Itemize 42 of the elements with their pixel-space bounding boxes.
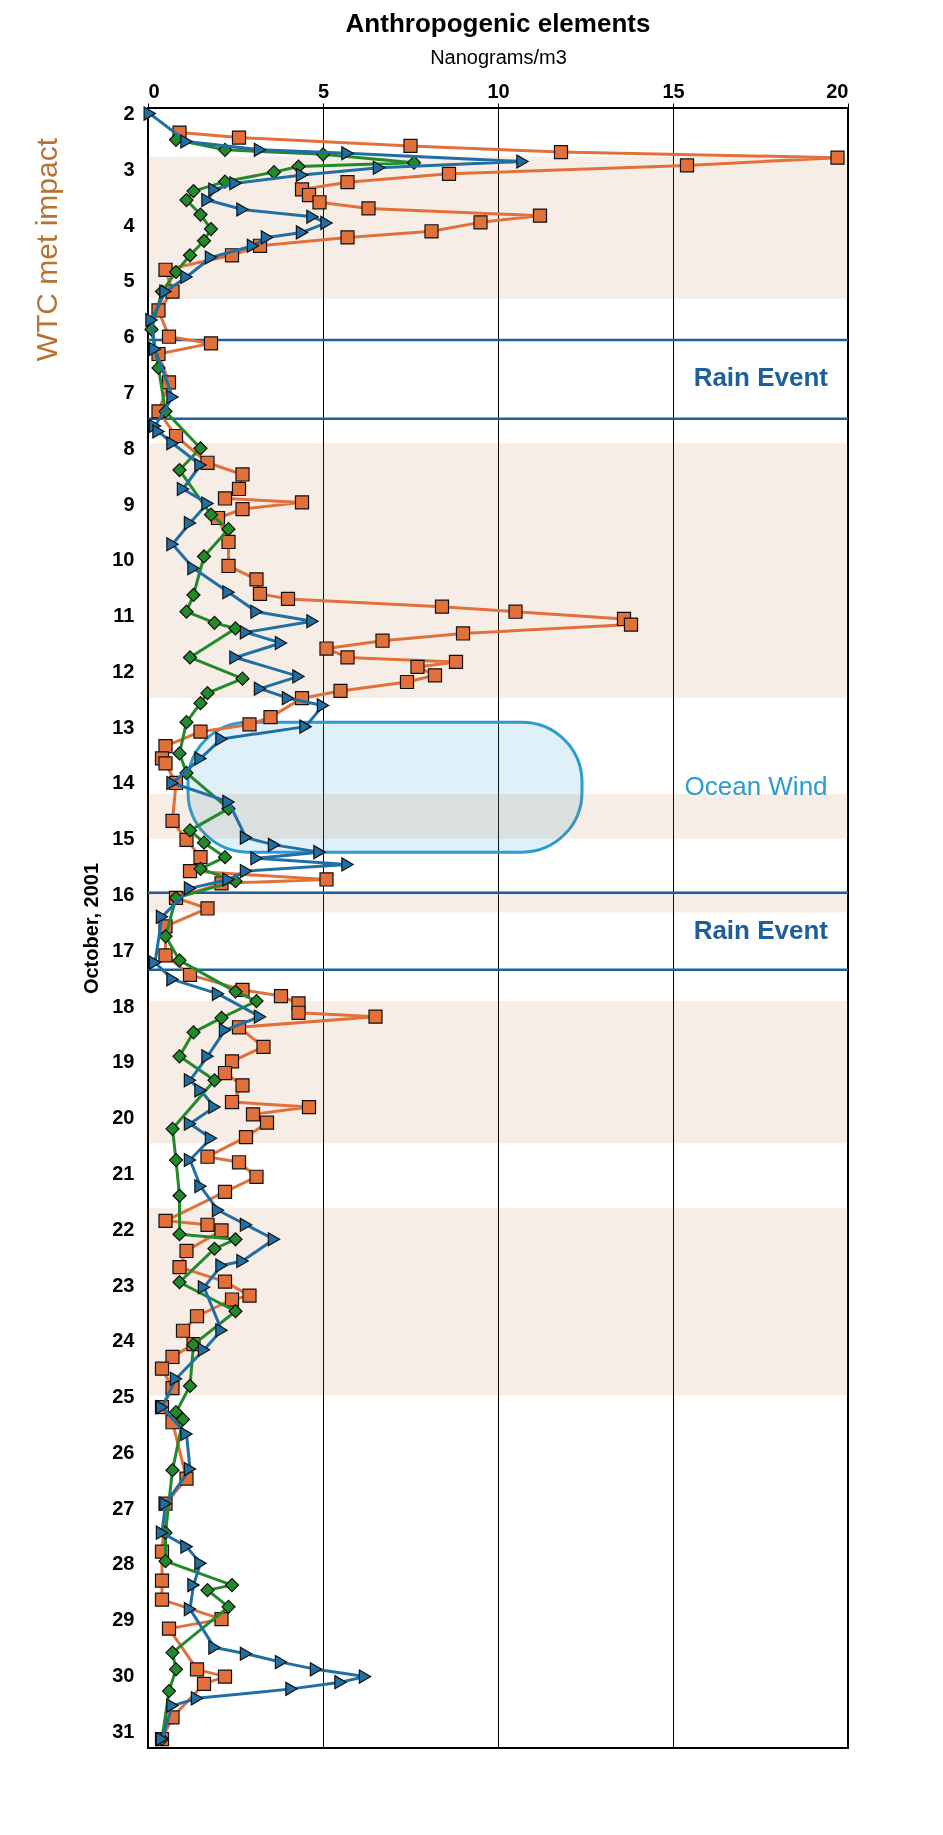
x-tick-label: 0 [148,79,160,102]
y-tick-label: 26 [112,1440,135,1463]
y-tick-label: 17 [112,938,135,961]
text: WTC met impact [30,137,63,362]
ref-line-label: Rain Event [693,914,829,945]
y-tick-label: 27 [112,1496,135,1519]
x-tick-label: 15 [662,79,685,102]
y-tick-label: 16 [112,883,135,906]
x-tick-label: 20 [826,79,849,102]
y-tick-label: 23 [112,1273,135,1296]
x-tick-label: 5 [317,79,330,102]
y-tick-label: 11 [113,604,135,627]
y-tick-label: 22 [112,1217,135,1240]
y-tick-label: 7 [123,380,135,403]
y-tick-label: 3 [123,157,135,180]
y-tick-label: 30 [112,1663,135,1686]
y-tick-label: 2 [123,102,135,125]
y-tick-label: 12 [112,659,135,682]
y-tick-label: 14 [112,771,136,794]
y-tick-label: 10 [112,548,135,571]
y-tick-label: 20 [112,1106,135,1129]
y-tick-label: 31 [112,1719,135,1742]
y-axis-title: October, 2001 [80,862,103,995]
y-tick-label: 6 [123,325,135,348]
y-tick-label: 15 [112,827,135,850]
chart-title: Anthropogenic elements [345,8,651,38]
y-tick-label: 18 [112,994,135,1017]
y-tick-label: 29 [112,1608,135,1631]
y-tick-label: 13 [112,715,135,738]
y-tick-label: 19 [112,1050,135,1073]
y-tick-label: 9 [123,492,135,515]
y-tick-label: 24 [112,1329,136,1352]
y-tick-label: 5 [123,269,135,292]
x-axis-title: Nanograms/m3 [430,45,567,68]
y-tick-label: 8 [123,436,135,459]
y-tick-label: 21 [112,1161,135,1184]
y-tick-label: 25 [112,1385,135,1408]
y-tick-label: 4 [123,213,136,236]
ref-line-label: Rain Event [693,362,829,393]
x-tick-label: 10 [487,79,510,102]
y-tick-label: 28 [112,1552,135,1575]
band-label: Ocean Wind [684,771,828,802]
